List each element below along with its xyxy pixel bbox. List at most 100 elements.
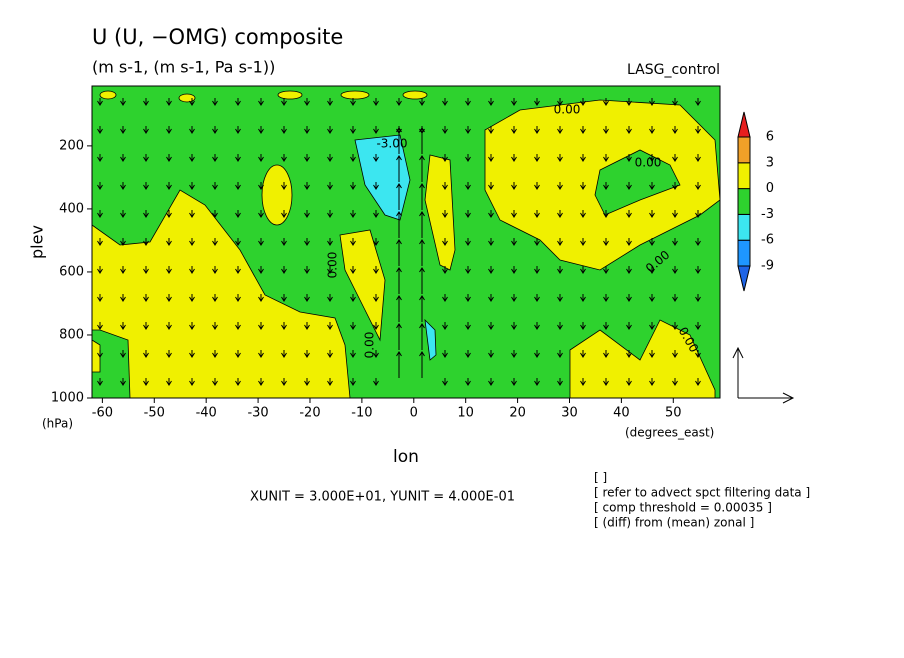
vector-head	[672, 324, 678, 330]
colorbar-box	[737, 213, 751, 241]
vector-head	[258, 128, 264, 134]
vector-head	[143, 324, 149, 330]
x-tick-label: 50	[665, 406, 682, 421]
contour-label: 0.00	[635, 156, 662, 170]
y-tick-label: 400	[59, 201, 84, 216]
vector-head	[281, 324, 287, 330]
x-tick-label: 30	[561, 406, 578, 421]
vector-head	[695, 128, 701, 134]
vector-head	[580, 100, 586, 106]
vector-head	[649, 268, 655, 274]
vector-head	[327, 380, 333, 386]
x-tick-label: 40	[613, 406, 630, 421]
note: [ ]	[594, 471, 607, 485]
vector-head	[672, 156, 678, 162]
vector-head	[120, 296, 126, 302]
vector-head	[488, 380, 494, 386]
vector-head	[649, 156, 655, 162]
vector-head	[419, 155, 425, 161]
reference-vector	[732, 346, 795, 404]
vector-head	[120, 100, 126, 106]
vector-head	[626, 268, 632, 274]
vector-head	[695, 296, 701, 302]
contour-label: 0.00	[326, 252, 340, 279]
chart-title: U (U, −OMG) composite	[92, 25, 343, 49]
vector-head	[212, 156, 218, 162]
vector-head	[580, 324, 586, 330]
colorbar-label: 6	[766, 130, 774, 145]
vector-head	[281, 212, 287, 218]
vector-head	[189, 296, 195, 302]
vector-head	[626, 380, 632, 386]
vector-head	[603, 128, 609, 134]
vector-head	[465, 324, 471, 330]
vector-head	[534, 240, 540, 246]
vector-head	[534, 380, 540, 386]
vector-head	[442, 380, 448, 386]
vector-head	[488, 324, 494, 330]
vector-head	[695, 212, 701, 218]
vector-head	[189, 380, 195, 386]
vector-head	[350, 268, 356, 274]
vector-head	[488, 156, 494, 162]
vector-head	[396, 267, 402, 273]
plot-frame	[91, 85, 721, 399]
vector-head	[258, 184, 264, 190]
vector-head	[189, 128, 195, 134]
vector-head	[166, 156, 172, 162]
vector-head	[649, 380, 655, 386]
vector-head	[97, 352, 103, 358]
vector-head	[281, 240, 287, 246]
vector-head	[672, 268, 678, 274]
y-axis-label: plev	[28, 225, 47, 259]
vector-field	[97, 98, 701, 386]
vector-head	[672, 240, 678, 246]
vector-head	[488, 268, 494, 274]
vector-head	[603, 156, 609, 162]
vector-head	[695, 240, 701, 246]
vector-head	[120, 380, 126, 386]
vector-head	[235, 240, 241, 246]
vector-head	[534, 296, 540, 302]
vector-head	[695, 324, 701, 330]
vector-head	[649, 184, 655, 190]
vector-head	[465, 128, 471, 134]
vector-head	[143, 352, 149, 358]
vector-head	[281, 352, 287, 358]
x-tick-label: -40	[196, 406, 217, 421]
vector-head	[695, 156, 701, 162]
vector-head	[465, 380, 471, 386]
vector-head	[649, 296, 655, 302]
dataset-label: LASG_control	[627, 62, 720, 78]
vector-head	[258, 352, 264, 358]
vector-head	[258, 100, 264, 106]
vector-head	[534, 268, 540, 274]
vector-head	[97, 212, 103, 218]
vector-head	[97, 380, 103, 386]
x-tick-label: -30	[247, 406, 268, 421]
vector-head	[373, 100, 379, 106]
vector-head	[534, 128, 540, 134]
contour-region	[402, 90, 428, 100]
vector-head	[120, 212, 126, 218]
vector-head	[534, 100, 540, 106]
contour-region	[91, 189, 351, 399]
y-unit: (hPa)	[42, 417, 73, 431]
vector-head	[212, 296, 218, 302]
vector-head	[695, 100, 701, 106]
contour-region	[99, 90, 117, 100]
vector-head	[120, 156, 126, 162]
y-tick-label: 800	[59, 327, 84, 342]
x-tick-label: 0	[410, 406, 418, 421]
vector-head	[97, 296, 103, 302]
vector-head	[603, 324, 609, 330]
contour-label: 0.00	[363, 332, 377, 359]
vector-head	[442, 100, 448, 106]
vector-head	[488, 240, 494, 246]
vector-head	[212, 324, 218, 330]
vector-head	[327, 212, 333, 218]
vector-head	[511, 100, 517, 106]
vector-head	[672, 352, 678, 358]
colorbar-box	[737, 188, 751, 215]
